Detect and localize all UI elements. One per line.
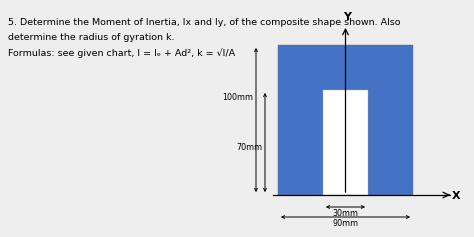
Text: 100mm: 100mm: [222, 93, 253, 102]
Text: X: X: [452, 191, 461, 201]
Text: Y: Y: [344, 12, 352, 22]
Bar: [323, 90, 368, 195]
Text: 90mm: 90mm: [332, 219, 358, 228]
Text: 70mm: 70mm: [237, 143, 263, 152]
Text: 5. Determine the Moment of Inertia, Ix and Iy, of the composite shape shown. Als: 5. Determine the Moment of Inertia, Ix a…: [8, 18, 401, 27]
Text: 30mm: 30mm: [332, 209, 358, 218]
Text: Formulas: see given chart, I = Iₑ + Ad², k = √I/A: Formulas: see given chart, I = Iₑ + Ad²,…: [8, 48, 235, 58]
Bar: [278, 45, 413, 195]
Text: determine the radius of gyration k.: determine the radius of gyration k.: [8, 33, 174, 42]
